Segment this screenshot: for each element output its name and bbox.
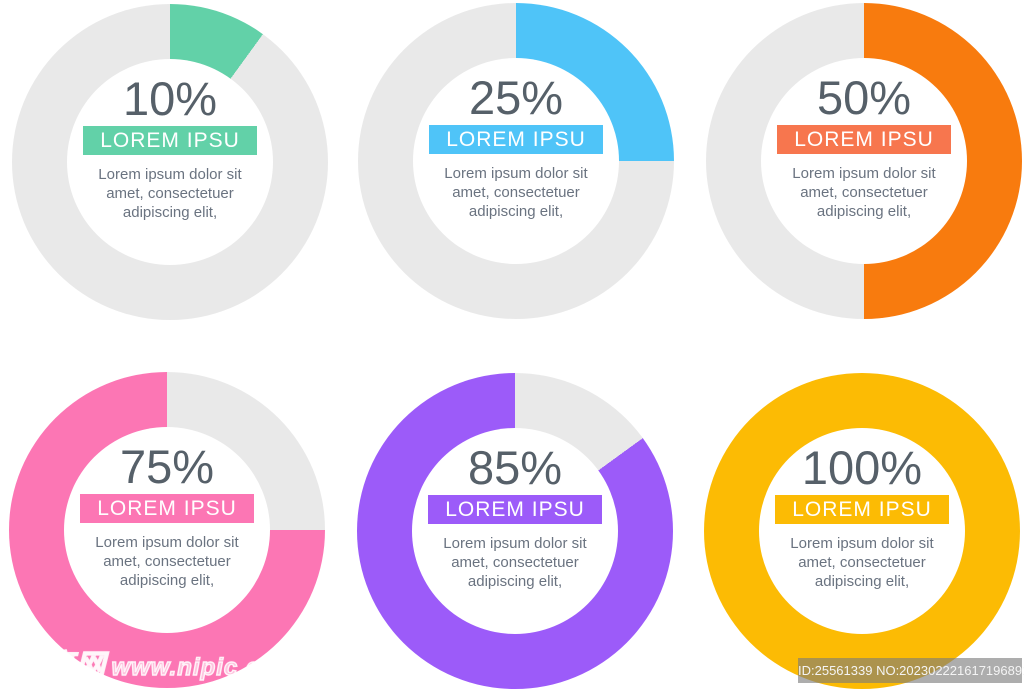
watermark-site-name: 昵享网: [13, 649, 108, 682]
percent-value: 10%: [122, 72, 218, 125]
donut-hole: 85% LOREM IPSU Lorem ipsum dolor sit ame…: [412, 428, 618, 634]
category-label: LOREM IPSU: [775, 495, 949, 524]
category-label: LOREM IPSU: [777, 125, 951, 154]
donut-chart-10: 10% LOREM IPSU Lorem ipsum dolor sit ame…: [12, 4, 328, 320]
percent-value: 50%: [816, 71, 912, 124]
percent-value: 75%: [119, 440, 215, 493]
donut-chart-25: 25% LOREM IPSU Lorem ipsum dolor sit ame…: [358, 3, 674, 319]
category-label: LOREM IPSU: [428, 495, 602, 524]
stock-id-badge: ID:25561339 NO:20230222161719689129: [798, 658, 1024, 683]
donut-chart-85: 85% LOREM IPSU Lorem ipsum dolor sit ame…: [357, 373, 673, 689]
donut-chart-50: 50% LOREM IPSU Lorem ipsum dolor sit ame…: [706, 3, 1022, 319]
description-text: Lorem ipsum dolor sit amet, consectetuer…: [792, 165, 936, 220]
donut-hole: 100% LOREM IPSU Lorem ipsum dolor sit am…: [759, 428, 965, 634]
description-text: Lorem ipsum dolor sit amet, consectetuer…: [95, 534, 239, 589]
donut-hole: 50% LOREM IPSU Lorem ipsum dolor sit ame…: [761, 58, 967, 264]
donut-chart-75: 75% LOREM IPSU Lorem ipsum dolor sit ame…: [9, 372, 325, 688]
donut-hole: 10% LOREM IPSU Lorem ipsum dolor sit ame…: [67, 59, 273, 265]
category-label: LOREM IPSU: [429, 125, 603, 154]
percent-value: 85%: [467, 441, 563, 494]
watermark-site-url: www.nipic.cn: [111, 653, 276, 681]
donut-hole: 75% LOREM IPSU Lorem ipsum dolor sit ame…: [64, 427, 270, 633]
percent-value: 25%: [468, 71, 564, 124]
description-text: Lorem ipsum dolor sit amet, consectetuer…: [444, 165, 588, 220]
description-text: Lorem ipsum dolor sit amet, consectetuer…: [98, 166, 242, 221]
description-text: Lorem ipsum dolor sit amet, consectetuer…: [443, 535, 587, 590]
category-label: LOREM IPSU: [80, 494, 254, 523]
site-watermark: 昵享网 www.nipic.cn: [13, 642, 276, 684]
percent-value: 100%: [801, 441, 923, 494]
donut-hole: 25% LOREM IPSU Lorem ipsum dolor sit ame…: [413, 58, 619, 264]
donut-chart-100: 100% LOREM IPSU Lorem ipsum dolor sit am…: [704, 373, 1020, 689]
category-label: LOREM IPSU: [83, 126, 257, 155]
description-text: Lorem ipsum dolor sit amet, consectetuer…: [790, 535, 934, 590]
